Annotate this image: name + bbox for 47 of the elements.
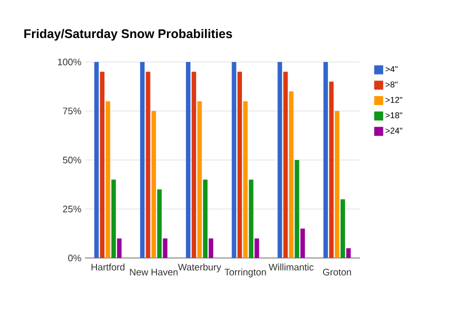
bar — [140, 62, 145, 258]
bar — [346, 248, 351, 258]
bar — [197, 101, 202, 258]
bar — [162, 238, 168, 258]
bar — [117, 238, 122, 258]
bar — [294, 160, 300, 258]
bar — [192, 72, 196, 258]
bar — [146, 72, 150, 258]
chart-title: Friday/Saturday Snow Probabilities — [24, 28, 232, 41]
bar — [152, 110, 156, 258]
y-tick-label: 25% — [63, 206, 82, 212]
x-tick-label: Groton — [323, 268, 351, 276]
bar — [323, 62, 328, 258]
bar — [94, 62, 99, 258]
bar — [106, 101, 110, 258]
bar — [208, 238, 214, 258]
bar — [248, 180, 254, 258]
bar — [254, 238, 260, 258]
bar — [283, 72, 288, 258]
y-tick-label: 100% — [58, 58, 82, 66]
legend-label: >12" — [386, 96, 402, 103]
x-tick-label: Hartford — [92, 264, 124, 270]
bar — [334, 110, 340, 258]
bar — [111, 180, 116, 258]
bar — [243, 101, 248, 258]
bar — [340, 199, 346, 258]
legend-label: >4" — [386, 66, 398, 72]
bar — [232, 62, 236, 258]
legend-label: >8" — [386, 81, 398, 88]
x-tick-label: Waterbury — [178, 264, 222, 272]
y-tick-label: 50% — [62, 156, 82, 164]
x-tick-label: Willimantic — [268, 264, 314, 270]
bar — [203, 180, 208, 258]
bar — [237, 72, 242, 258]
legend-label: >18" — [386, 112, 402, 118]
x-tick-label: New Haven — [130, 268, 178, 276]
bar — [300, 228, 305, 258]
x-tick-label: Torrington — [224, 268, 266, 278]
bar — [288, 91, 294, 258]
y-tick-label: 0% — [68, 254, 82, 262]
legend-label: >24" — [386, 128, 402, 134]
y-tick-label: 75% — [63, 108, 82, 114]
bar — [186, 62, 190, 258]
bar — [157, 189, 162, 258]
bar — [278, 62, 282, 258]
bar — [100, 72, 104, 258]
bar — [329, 82, 334, 258]
